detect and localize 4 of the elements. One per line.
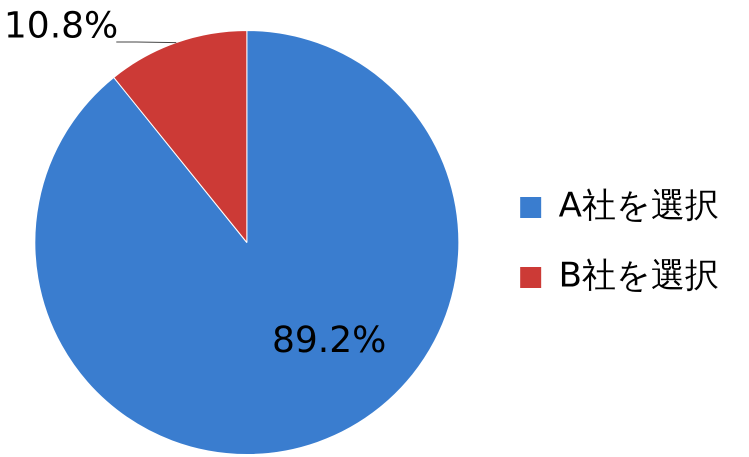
data-label: 10.8% (4, 5, 118, 46)
legend-label: A社を選択 (558, 185, 719, 226)
data-label: 89.2% (272, 320, 386, 361)
legend-label: B社を選択 (558, 255, 720, 296)
